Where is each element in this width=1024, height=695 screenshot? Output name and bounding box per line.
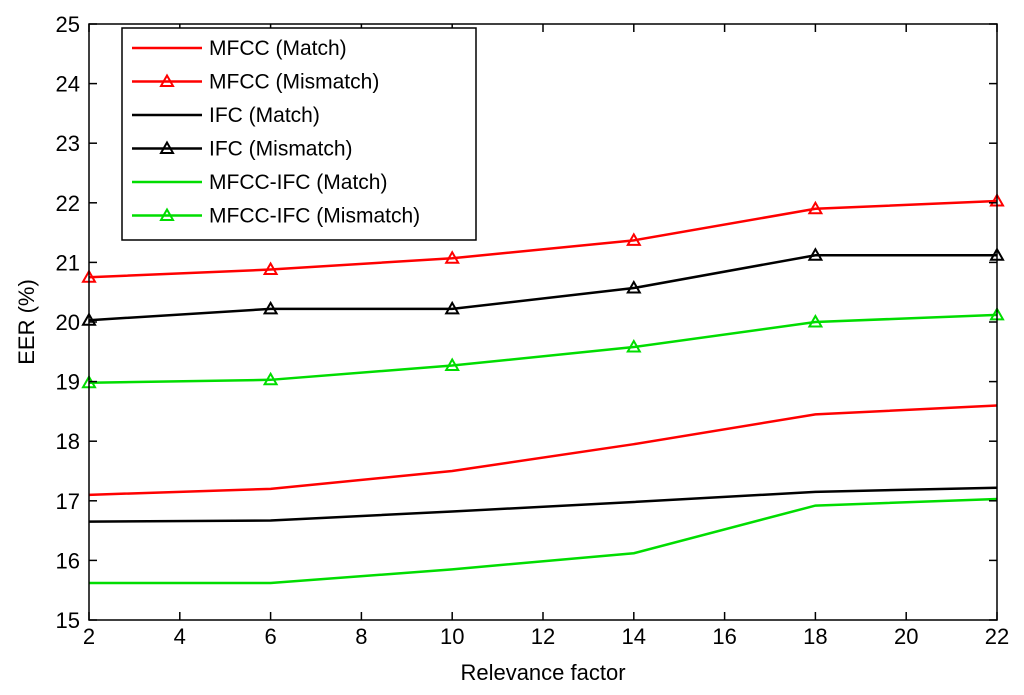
series-2 — [88, 486, 998, 523]
legend-marker-5 — [159, 207, 175, 221]
y-tick-label-4: 19 — [56, 370, 80, 395]
legend-label-0: MFCC (Match) — [209, 37, 347, 60]
series-point-1-1 — [262, 261, 279, 276]
series-line-2 — [88, 486, 998, 523]
y-tick-label-6: 21 — [56, 250, 80, 275]
y-tick-label-1: 16 — [56, 548, 80, 573]
series-line-3 — [88, 253, 997, 322]
y-tick-label-0: 15 — [56, 608, 80, 633]
series-point-5-3 — [626, 339, 642, 353]
y-tick-label-9: 24 — [56, 72, 80, 97]
legend-label-1: MFCC (Mismatch) — [209, 71, 379, 94]
series-line-5 — [88, 313, 998, 385]
series-point-5-4 — [807, 313, 824, 328]
legend-entry-4: MFCC-IFC (Match) — [132, 171, 387, 194]
x-tick-label-3: 8 — [355, 624, 367, 649]
x-tick-label-8: 18 — [803, 624, 827, 649]
legend-entry-1: MFCC (Mismatch) — [132, 71, 379, 94]
series-point-1-4 — [807, 200, 824, 215]
series-layer — [81, 192, 1005, 585]
series-line-1 — [88, 199, 998, 279]
x-tick-label-7: 16 — [712, 624, 736, 649]
series-point-5-2 — [444, 357, 460, 372]
series-point-1-2 — [444, 250, 460, 264]
series-line-0 — [88, 404, 998, 497]
legend-marker-1 — [159, 73, 175, 87]
legend-marker-3 — [159, 140, 175, 154]
legend-label-3: IFC (Mismatch) — [209, 138, 353, 161]
x-tick-label-4: 10 — [440, 624, 464, 649]
series-point-3-4 — [807, 247, 824, 261]
series-4 — [89, 497, 998, 585]
y-tick-label-3: 18 — [56, 429, 80, 454]
legend-entry-2: IFC (Match) — [132, 104, 320, 127]
series-point-5-1 — [262, 371, 279, 386]
x-tick-label-10: 22 — [985, 624, 1009, 649]
legend-box — [121, 27, 477, 241]
y-tick-label-5: 20 — [56, 310, 80, 335]
x-tick-label-9: 20 — [894, 624, 918, 649]
y-tick-label-7: 22 — [56, 191, 80, 216]
legend-entry-5: MFCC-IFC (Mismatch) — [132, 205, 420, 228]
legend-label-5: MFCC-IFC (Mismatch) — [209, 205, 420, 228]
y-tick-label-2: 17 — [56, 489, 80, 514]
x-tick-label-6: 14 — [622, 624, 646, 649]
legend-label-2: IFC (Match) — [209, 104, 320, 127]
y-tick-label-8: 23 — [56, 131, 80, 156]
legend-entry-0: MFCC (Match) — [132, 37, 347, 60]
legend-entry-3: IFC (Mismatch) — [132, 138, 353, 161]
series-0 — [88, 404, 998, 497]
x-tick-label-5: 12 — [531, 624, 555, 649]
x-tick-label-2: 6 — [264, 624, 276, 649]
x-tick-label-0: 2 — [83, 624, 95, 649]
series-point-3-1 — [262, 300, 279, 315]
series-point-3-3 — [626, 280, 642, 294]
series-point-3-2 — [444, 300, 460, 315]
legend-label-4: MFCC-IFC (Match) — [209, 171, 387, 194]
y-axis-title: EER (%) — [14, 279, 39, 365]
legend: MFCC (Match) MFCC (Mismatch) IFC (Match) IF… — [121, 27, 477, 241]
series-line-4 — [89, 497, 998, 585]
x-tick-label-1: 4 — [174, 624, 186, 649]
series-point-1-3 — [626, 232, 642, 246]
x-axis-title: Relevance factor — [460, 660, 625, 685]
y-tick-label-10: 25 — [56, 12, 80, 37]
